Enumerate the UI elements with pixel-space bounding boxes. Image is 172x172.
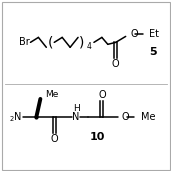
Text: 4: 4: [87, 42, 92, 51]
Text: O: O: [50, 134, 58, 144]
Text: Br: Br: [19, 37, 29, 47]
Text: Me: Me: [141, 112, 155, 122]
Text: Me: Me: [45, 90, 59, 99]
Text: 10: 10: [89, 132, 105, 142]
Text: O: O: [112, 59, 120, 69]
Text: O: O: [98, 90, 106, 100]
Text: Et: Et: [149, 29, 159, 39]
Text: ): ): [79, 35, 85, 49]
Text: (: (: [47, 35, 53, 49]
Text: O: O: [131, 29, 138, 39]
Text: H: H: [73, 104, 79, 113]
Text: $_2$N: $_2$N: [9, 110, 22, 124]
Text: O: O: [122, 112, 129, 122]
Text: 5: 5: [150, 47, 157, 57]
Text: N: N: [72, 112, 80, 122]
